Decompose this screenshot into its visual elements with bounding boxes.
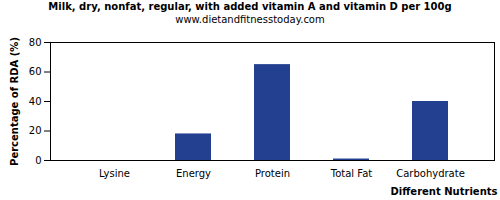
html-text:Milk, dry, nonfat, regular, wi: Milk, dry, nonfat, regular, with added v… (48, 1, 452, 12)
svg-text:0: 0 (35, 155, 41, 166)
svg-text:Percentage of RDA (%): Percentage of RDA (%) (9, 37, 20, 166)
svg-text:Lysine: Lysine (99, 168, 130, 179)
svg-text:40: 40 (29, 96, 42, 107)
svg-text:Carbohydrate: Carbohydrate (396, 168, 465, 179)
svg-text:20: 20 (29, 125, 42, 136)
svg-text:Energy: Energy (176, 168, 211, 179)
html-text:www.dietandfitnesstoday.com: www.dietandfitnesstoday.com (175, 14, 325, 25)
svg-text:Total Fat: Total Fat (330, 168, 372, 179)
svg-text:Protein: Protein (255, 168, 290, 179)
svg-text:60: 60 (29, 66, 42, 77)
svg-text:Different Nutrients: Different Nutrients (391, 186, 498, 197)
svg-text:80: 80 (29, 37, 42, 48)
